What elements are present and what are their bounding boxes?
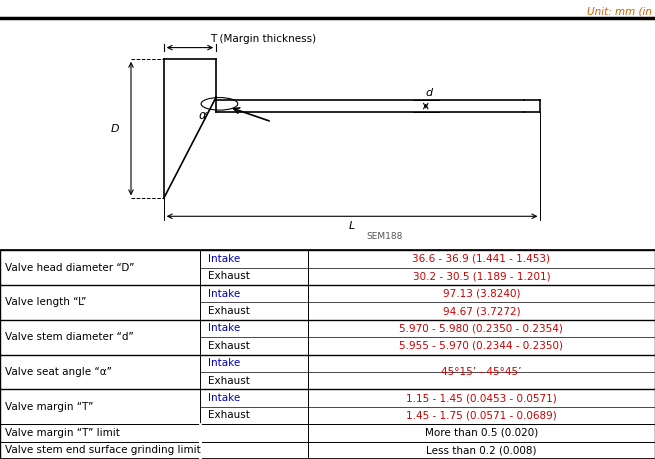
Text: D: D — [110, 123, 119, 134]
Text: More than 0.5 (0.020): More than 0.5 (0.020) — [425, 428, 538, 438]
Text: Unit: mm (in: Unit: mm (in — [587, 7, 652, 17]
Text: Exhaust: Exhaust — [208, 341, 250, 351]
Text: Intake: Intake — [208, 254, 240, 264]
Text: Valve head diameter “D”: Valve head diameter “D” — [5, 263, 135, 273]
Text: 36.6 - 36.9 (1.441 - 1.453): 36.6 - 36.9 (1.441 - 1.453) — [413, 254, 550, 264]
Text: 94.67 (3.7272): 94.67 (3.7272) — [443, 306, 520, 316]
Text: Intake: Intake — [208, 393, 240, 403]
Text: Valve stem end surface grinding limit: Valve stem end surface grinding limit — [5, 445, 201, 455]
Text: 5.970 - 5.980 (0.2350 - 0.2354): 5.970 - 5.980 (0.2350 - 0.2354) — [400, 324, 563, 334]
Text: T (Margin thickness): T (Margin thickness) — [210, 34, 316, 44]
Text: L: L — [349, 221, 355, 231]
Text: Valve margin “T”: Valve margin “T” — [5, 402, 94, 412]
Text: SEM188: SEM188 — [367, 232, 403, 241]
Text: Valve stem diameter “d”: Valve stem diameter “d” — [5, 332, 134, 342]
Text: Intake: Intake — [208, 289, 240, 299]
Text: 1.45 - 1.75 (0.0571 - 0.0689): 1.45 - 1.75 (0.0571 - 0.0689) — [406, 410, 557, 420]
Text: 97.13 (3.8240): 97.13 (3.8240) — [443, 289, 520, 299]
Text: 5.955 - 5.970 (0.2344 - 0.2350): 5.955 - 5.970 (0.2344 - 0.2350) — [400, 341, 563, 351]
Text: Valve length “L”: Valve length “L” — [5, 297, 86, 308]
Text: 1.15 - 1.45 (0.0453 - 0.0571): 1.15 - 1.45 (0.0453 - 0.0571) — [406, 393, 557, 403]
Text: Valve margin “T” limit: Valve margin “T” limit — [5, 428, 120, 438]
Text: Intake: Intake — [208, 324, 240, 334]
Text: $\alpha$: $\alpha$ — [198, 109, 208, 122]
Text: 30.2 - 30.5 (1.189 - 1.201): 30.2 - 30.5 (1.189 - 1.201) — [413, 271, 550, 281]
Text: Exhaust: Exhaust — [208, 410, 250, 420]
Text: Valve seat angle “α”: Valve seat angle “α” — [5, 367, 112, 377]
Text: d: d — [426, 88, 432, 98]
Text: Exhaust: Exhaust — [208, 306, 250, 316]
Text: Less than 0.2 (0.008): Less than 0.2 (0.008) — [426, 445, 536, 455]
Text: Intake: Intake — [208, 358, 240, 368]
Text: Exhaust: Exhaust — [208, 375, 250, 386]
Text: Exhaust: Exhaust — [208, 271, 250, 281]
Text: 45°15’ - 45°45’: 45°15’ - 45°45’ — [441, 367, 521, 377]
